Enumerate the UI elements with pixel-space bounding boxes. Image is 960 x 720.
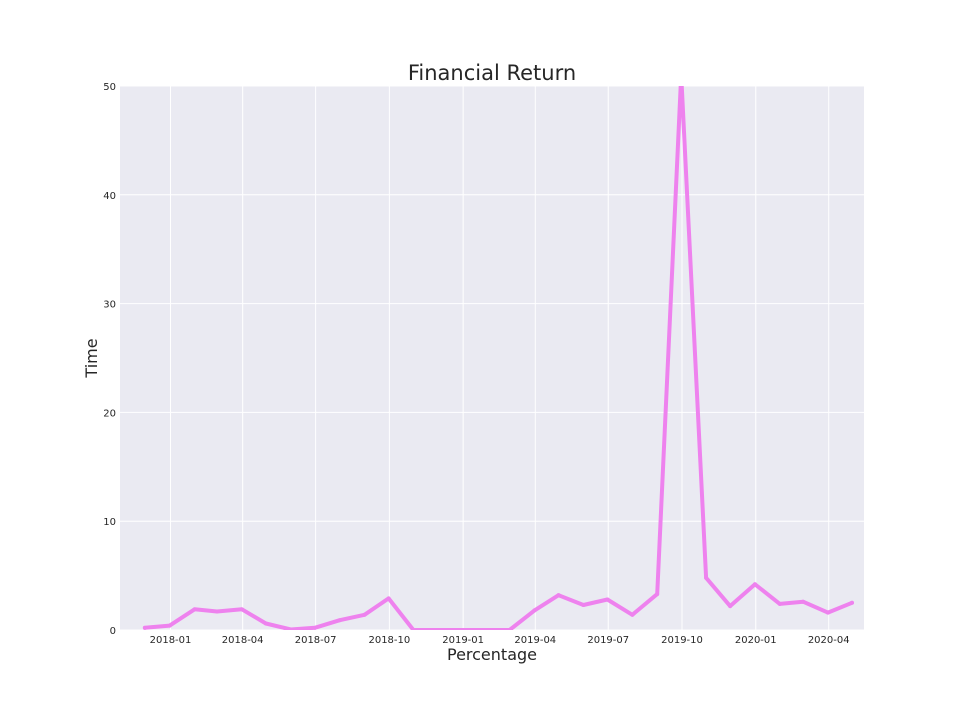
x-tick-label: 2018-10 — [368, 635, 410, 646]
data-point — [752, 582, 757, 587]
y-gridlines — [120, 85, 864, 631]
data-point — [263, 621, 268, 626]
x-tick-label: 2020-01 — [735, 635, 777, 646]
data-point — [215, 609, 220, 614]
data-point — [581, 602, 586, 607]
chart-title: Financial Return — [408, 61, 576, 85]
data-point — [728, 604, 733, 609]
x-tick-label: 2019-10 — [661, 635, 703, 646]
data-point — [556, 593, 561, 598]
x-tick-label: 2019-07 — [587, 635, 629, 646]
x-tick-label: 2020-04 — [808, 635, 850, 646]
data-point — [142, 625, 147, 630]
x-tick-label: 2019-01 — [442, 635, 484, 646]
series-group — [142, 73, 854, 630]
data-point — [655, 592, 660, 597]
data-point — [679, 73, 683, 77]
data-point — [532, 608, 537, 613]
y-tick-label: 50 — [103, 82, 116, 93]
x-axis-label: Percentage — [447, 645, 537, 664]
y-tick-label: 30 — [103, 300, 116, 311]
data-point — [337, 618, 342, 623]
data-point — [704, 575, 709, 580]
data-point — [312, 625, 317, 630]
y-tick-label: 0 — [110, 626, 116, 637]
data-point — [485, 628, 490, 630]
plot-area — [120, 86, 864, 630]
x-tick-label: 2018-07 — [295, 635, 337, 646]
data-point — [362, 612, 367, 617]
data-point — [239, 607, 244, 612]
data-point — [777, 601, 782, 606]
x-tick-labels: 2018-01 2018-04 2018-07 2018-10 2019-01 2019-… — [150, 635, 850, 646]
data-point — [460, 628, 465, 630]
x-tick-label: 2018-01 — [150, 635, 192, 646]
y-tick-label: 40 — [103, 191, 116, 202]
y-tick-label: 20 — [103, 408, 116, 419]
data-point — [825, 610, 830, 615]
data-point — [849, 600, 854, 605]
series-line — [142, 86, 854, 630]
y-tick-labels: 0 10 20 30 40 50 — [103, 82, 116, 637]
data-point — [386, 596, 391, 601]
data-point — [167, 623, 172, 628]
y-tick-label: 10 — [103, 517, 116, 528]
data-point — [605, 597, 610, 602]
data-point — [192, 607, 197, 612]
x-gridlines — [170, 86, 830, 630]
data-point — [801, 599, 806, 604]
y-axis-label: Time — [82, 338, 101, 378]
data-point — [288, 627, 293, 630]
x-tick-label: 2018-04 — [222, 635, 264, 646]
data-point — [630, 612, 635, 617]
data-point — [435, 628, 440, 630]
data-point — [507, 628, 512, 630]
data-point — [411, 628, 416, 630]
x-tick-label: 2019-04 — [514, 635, 556, 646]
